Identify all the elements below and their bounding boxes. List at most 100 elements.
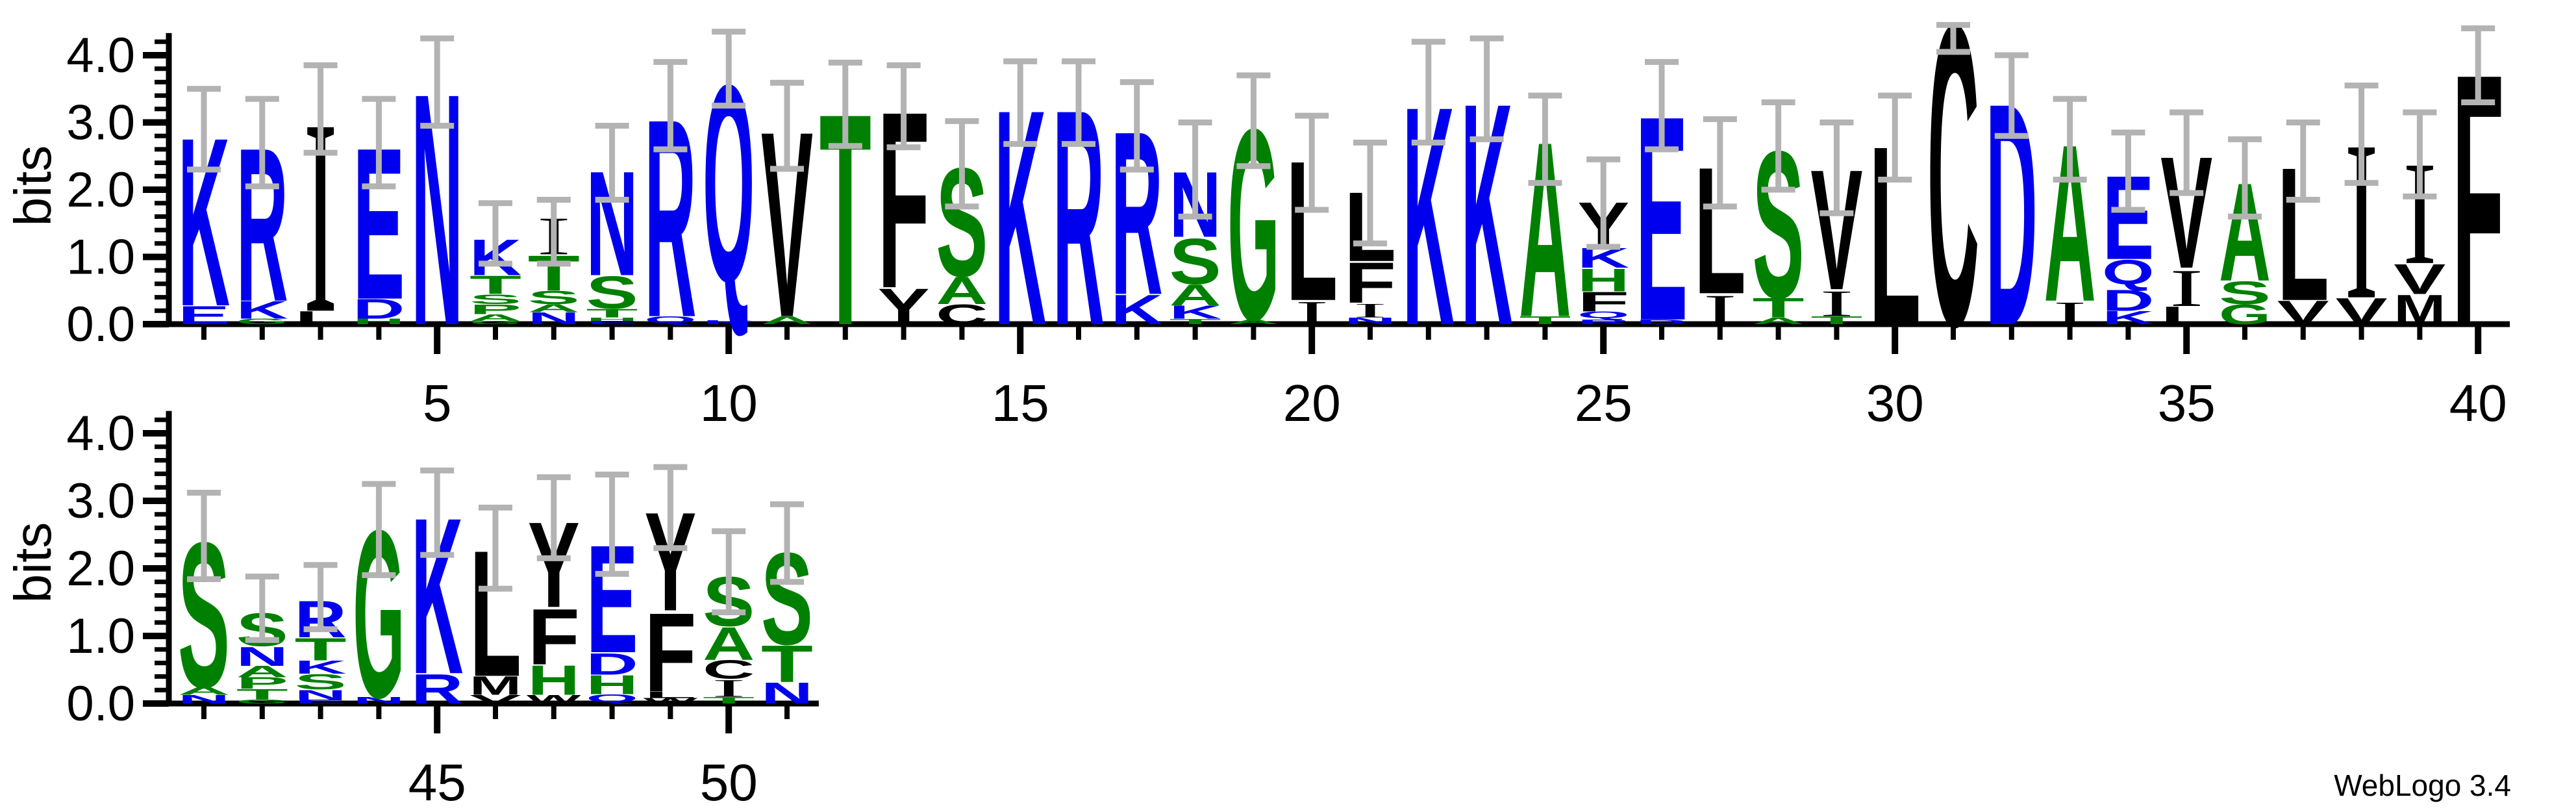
logo-letter-T-pos-50: T <box>703 695 755 705</box>
error-bar-pos-6 <box>479 200 512 267</box>
logo-letter-E-pos-1: E <box>178 301 230 330</box>
error-bar-pos-35 <box>2170 109 2204 196</box>
logo-letter-S-pos-7: S <box>528 287 580 308</box>
logo-letter-A-pos-7: A <box>528 302 580 314</box>
error-bar-pos-46 <box>479 504 512 592</box>
error-bar-pos-30 <box>1878 92 1912 183</box>
logo-letter-Q-pos-25: Q <box>1577 310 1629 320</box>
logo-letter-A-pos-11: A <box>761 314 813 327</box>
logo-letter-A-pos-18: A <box>1169 279 1221 312</box>
error-bar-pos-34 <box>2111 129 2145 213</box>
error-bar-pos-13 <box>886 62 921 151</box>
logo-letter-T-pos-6: T <box>469 271 521 300</box>
logo-letter-V-pos-39: V <box>2394 255 2445 303</box>
y-tick-label: 4.0 <box>66 28 135 83</box>
error-bar-pos-12 <box>828 59 862 149</box>
error-bar-pos-21 <box>1353 140 1387 247</box>
error-bar-pos-23 <box>1469 35 1504 142</box>
y-axis-title-bits: bits <box>4 522 62 603</box>
logo-letter-I-pos-27: I <box>1703 286 1737 333</box>
error-bar-pos-42 <box>245 573 279 643</box>
logo-letter-T-pos-8: T <box>586 307 638 320</box>
logo-letter-T-pos-28: T <box>1753 292 1805 324</box>
logo-letter-V-pos-38: V <box>2336 291 2388 333</box>
logo-letter-H-pos-4: H <box>353 318 405 326</box>
logo-letter-H-pos-48: H <box>586 670 638 700</box>
error-bar-pos-9 <box>653 58 688 153</box>
error-bar-pos-18 <box>1178 120 1212 220</box>
error-bar-pos-15 <box>1003 58 1038 147</box>
error-bar-pos-5 <box>420 35 455 129</box>
logo-letter-N-pos-51: N <box>761 676 813 710</box>
logo-letter-S-pos-36: S <box>2219 274 2271 311</box>
logo-letter-I-pos-33: I <box>2053 296 2087 332</box>
x-tick-label-50: 50 <box>700 754 758 811</box>
weblogo-version-credit: WebLogo 3.4 <box>2334 768 2511 802</box>
x-tick-label-25: 25 <box>1575 374 1632 432</box>
logo-letter-H-pos-47: H <box>528 657 580 704</box>
logo-letter-V-pos-46: V <box>469 692 521 706</box>
logo-letter-K-pos-43: K <box>295 657 347 678</box>
logo-letter-E-pos-43: E <box>295 698 347 705</box>
error-bar-pos-7 <box>536 197 571 267</box>
error-bar-pos-45 <box>420 467 455 558</box>
error-bar-pos-24 <box>1528 92 1562 186</box>
logo-letter-Q-pos-9: Q <box>644 314 696 325</box>
x-tick-label-20: 20 <box>1283 374 1341 432</box>
logo-letter-R-pos-25: R <box>1577 318 1629 325</box>
logo-letter-Q-pos-34: Q <box>2102 253 2154 292</box>
logo-letter-T-pos-24: T <box>1519 314 1571 327</box>
error-bar-pos-43 <box>303 562 338 633</box>
logo-letter-Y-pos-13: Y <box>878 278 930 336</box>
error-bar-pos-26 <box>1645 58 1679 153</box>
error-bar-pos-3 <box>303 62 338 156</box>
y-tick-label: 0.0 <box>66 297 135 352</box>
error-bar-pos-28 <box>1761 99 1795 193</box>
logo-letter-A-pos-14: A <box>936 268 988 312</box>
error-bar-pos-8 <box>595 123 629 203</box>
logo-letter-H-pos-25: H <box>1577 262 1629 299</box>
logo-letter-H-pos-8: H <box>586 316 638 322</box>
logo-letter-I-pos-21: I <box>1353 299 1387 322</box>
logo-letter-R-pos-45: R <box>411 665 463 712</box>
error-bar-pos-40 <box>2461 25 2495 105</box>
error-bar-pos-27 <box>1703 116 1737 210</box>
logo-letter-K-pos-10: K <box>703 319 755 325</box>
logo-letter-N-pos-41: N <box>178 692 230 706</box>
error-bar-pos-22 <box>1411 38 1445 146</box>
logo-letter-F-pos-47: F <box>528 592 580 681</box>
error-bar-pos-4 <box>362 95 396 190</box>
logo-letter-T-pos-51: T <box>761 635 813 694</box>
logo-letter-A-pos-41: A <box>178 685 230 697</box>
error-bar-pos-16 <box>1062 58 1095 147</box>
logo-letter-N-pos-44: N <box>353 695 405 705</box>
logo-letter-G-pos-42: G <box>236 698 288 705</box>
error-bar-pos-10 <box>712 29 746 109</box>
x-tick-label-35: 35 <box>2158 374 2216 432</box>
logo-letter-G-pos-6: G <box>469 320 521 325</box>
logo-letter-I-pos-20: I <box>1295 295 1329 332</box>
y-axis-title-bits: bits <box>4 146 62 227</box>
error-bar-pos-20 <box>1295 112 1329 213</box>
logo-letter-S-pos-18: S <box>1169 225 1221 298</box>
error-bar-pos-38 <box>2344 82 2379 186</box>
logo-letter-I-pos-35: I <box>2170 259 2203 318</box>
logo-letter-K-pos-18: K <box>1169 302 1221 323</box>
logo-letter-C-pos-14: C <box>936 299 988 330</box>
logo-letter-G-pos-2: G <box>236 318 288 326</box>
logo-letter-N-pos-42: N <box>236 642 288 672</box>
y-axis-row-1: 0.0 1.0 2.0 3.0 4.0 bits <box>4 28 172 352</box>
logo-letter-F-pos-25: F <box>1577 286 1629 318</box>
y-tick-label: 3.0 <box>66 474 135 529</box>
logo-letter-S-pos-6: S <box>469 292 521 307</box>
logo-letter-G-pos-36: G <box>2219 299 2271 330</box>
logo-stack-pos-38: VI <box>2336 93 2388 346</box>
error-bar-pos-32 <box>1994 52 2029 139</box>
error-bar-pos-25 <box>1586 156 1621 250</box>
x-tick-label-45: 45 <box>408 754 466 811</box>
